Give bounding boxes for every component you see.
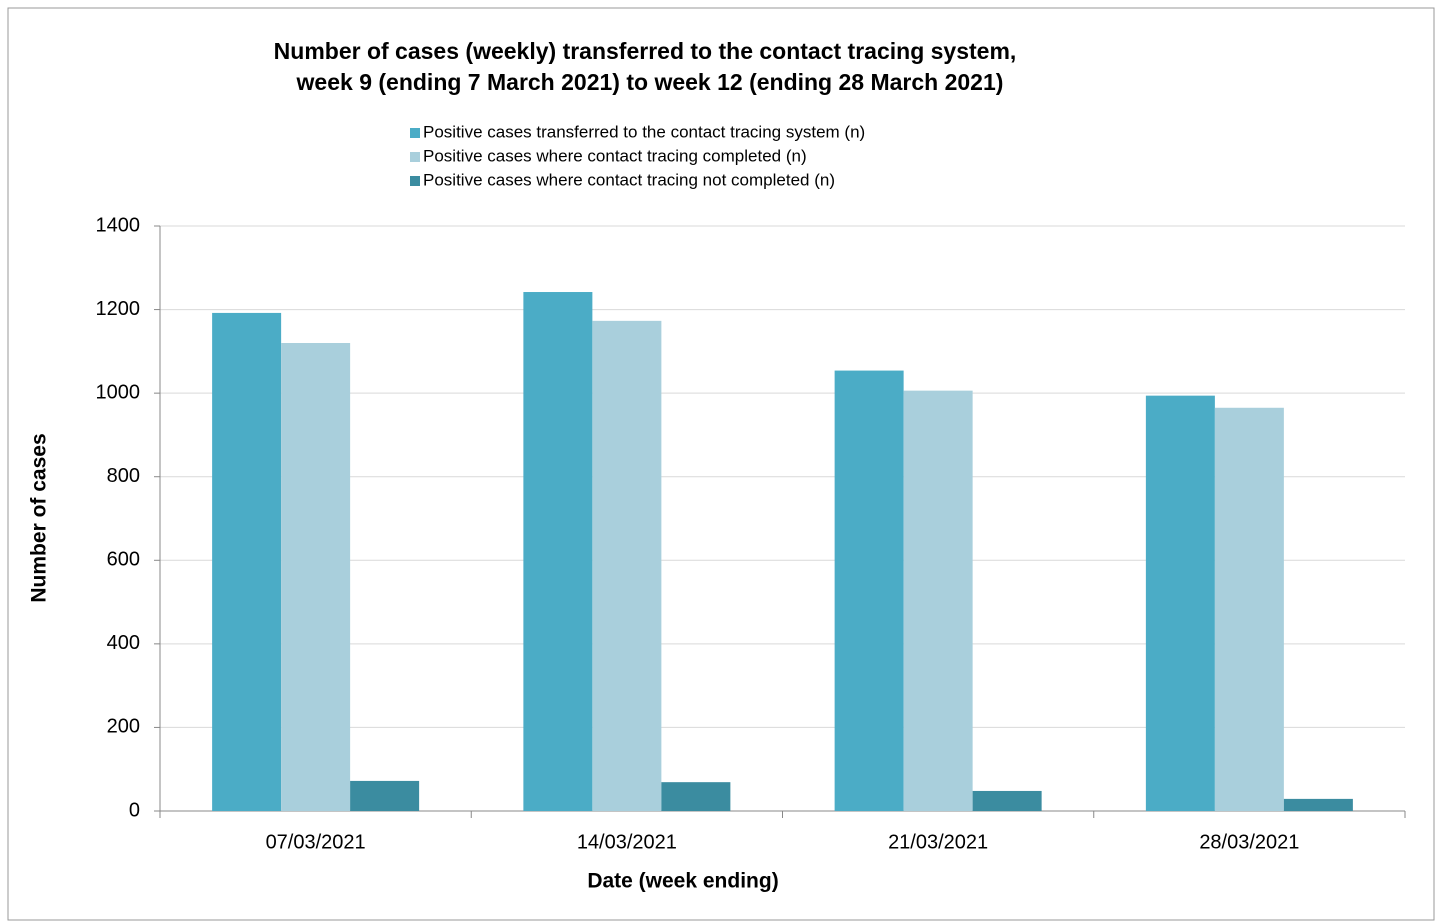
bar	[212, 312, 282, 811]
bar	[1145, 395, 1215, 811]
y-tick-label: 600	[107, 549, 140, 571]
bar	[834, 370, 904, 811]
x-axis-label: Date (week ending)	[587, 870, 778, 893]
legend-label: Positive cases where contact tracing com…	[423, 146, 807, 165]
y-tick-label: 0	[129, 799, 140, 821]
chart-border	[7, 7, 1435, 921]
bar	[903, 390, 973, 811]
bar	[350, 780, 420, 811]
x-tick-label: 21/03/2021	[888, 831, 988, 853]
legend-swatch	[410, 152, 420, 162]
y-tick-label: 1000	[96, 381, 141, 403]
legend-label: Positive cases where contact tracing not…	[423, 170, 835, 189]
y-axis-label: Number of cases	[28, 433, 51, 602]
y-tick-label: 400	[107, 632, 140, 654]
legend-swatch	[410, 128, 420, 138]
legend-label: Positive cases transferred to the contac…	[423, 122, 865, 141]
bar	[972, 790, 1042, 811]
y-tick-label: 800	[107, 465, 140, 487]
y-tick-label: 200	[107, 716, 140, 738]
x-tick-label: 28/03/2021	[1199, 831, 1299, 853]
x-tick-label: 14/03/2021	[577, 831, 677, 853]
bar	[1214, 407, 1284, 811]
bar	[281, 343, 351, 811]
bar	[523, 292, 593, 811]
chart-title: Number of cases (weekly) transferred to …	[274, 38, 1017, 64]
bar	[1283, 798, 1353, 811]
y-tick-label: 1200	[96, 298, 141, 320]
legend-swatch	[410, 176, 420, 186]
x-tick-label: 07/03/2021	[266, 831, 366, 853]
bar	[592, 320, 662, 811]
y-tick-label: 1400	[96, 214, 141, 236]
bar	[661, 782, 731, 811]
chart-title: week 9 (ending 7 March 2021) to week 12 …	[296, 69, 1004, 95]
